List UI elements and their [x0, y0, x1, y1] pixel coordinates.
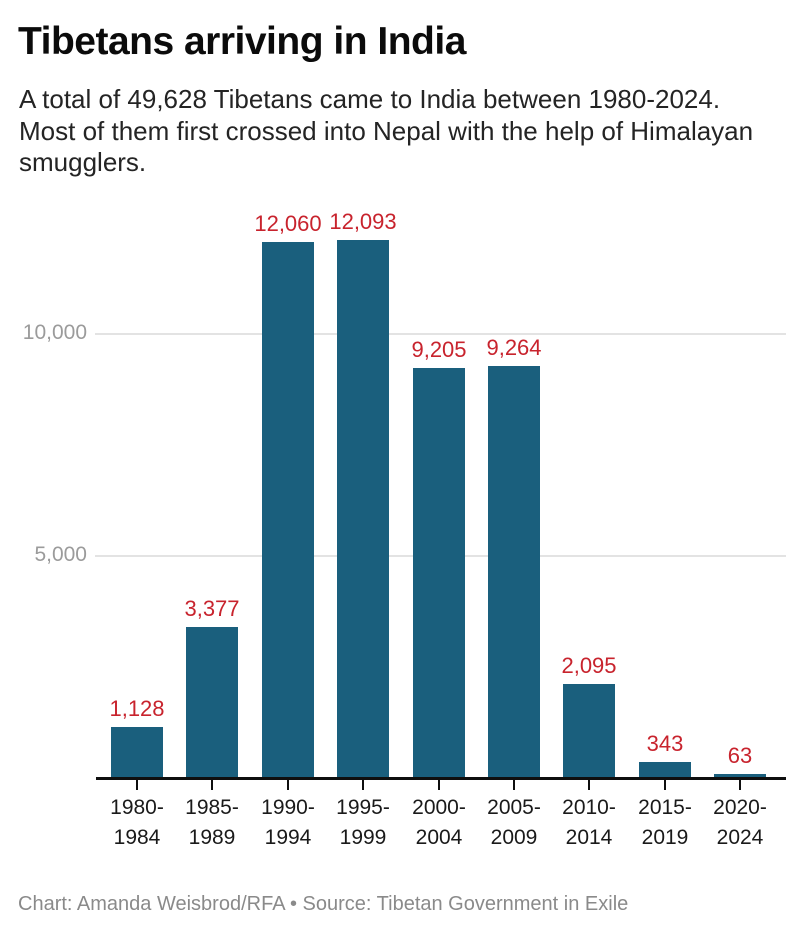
x-axis-line [96, 777, 786, 780]
x-axis-tick [287, 780, 289, 790]
x-axis-tick-label: 1985- 1989 [185, 796, 239, 849]
x-axis-tick-label: 2010- 2014 [562, 796, 616, 849]
x-axis-tick [513, 780, 515, 790]
x-axis-tick [664, 780, 666, 790]
x-axis-tick [438, 780, 440, 790]
bar [111, 727, 163, 777]
chart-subtitle: A total of 49,628 Tibetans came to India… [19, 84, 754, 177]
x-axis-tick-label: 1995- 1999 [336, 796, 390, 849]
bar-value-label: 2,095 [561, 653, 617, 678]
bar-value-label: 343 [646, 731, 684, 756]
x-axis-tick-label: 2005- 2009 [487, 796, 541, 849]
bar [186, 627, 238, 777]
x-axis-tick-label: 2000- 2004 [412, 796, 466, 849]
x-axis-tick-label: 2020- 2024 [713, 796, 767, 849]
bar-value-label: 63 [727, 743, 753, 768]
bar [714, 774, 766, 777]
bar-chart: 5,000 10,000 1,128 1980- 1984 3,377 1985- 198… [0, 195, 800, 860]
x-axis-tick-label: 2015- 2019 [638, 796, 692, 849]
bar-value-label: 9,205 [411, 337, 467, 362]
bar-value-label: 3,377 [184, 596, 240, 621]
bar [413, 368, 465, 777]
y-axis-tick-label: 5,000 [34, 543, 87, 566]
chart-title: Tibetans arriving in India [18, 20, 466, 63]
x-axis-tick [362, 780, 364, 790]
bar-value-label: 12,093 [329, 209, 397, 234]
bar-value-label: 1,128 [109, 696, 165, 721]
bar-value-label: 9,264 [486, 335, 542, 360]
bar [337, 240, 389, 777]
x-axis-tick-label: 1990- 1994 [261, 796, 315, 849]
bar [639, 762, 691, 777]
x-axis-tick-label: 1980- 1984 [110, 796, 164, 849]
x-axis-tick [136, 780, 138, 790]
bar-value-label: 12,060 [254, 211, 322, 236]
credit-line: Chart: Amanda Weisbrod/RFA • Source: Tib… [18, 893, 629, 915]
bar [563, 684, 615, 777]
x-axis-tick [211, 780, 213, 790]
x-axis-tick [588, 780, 590, 790]
bar [488, 366, 540, 777]
gridline [95, 333, 786, 335]
bar [262, 242, 314, 777]
y-axis-tick-label: 10,000 [22, 321, 87, 344]
x-axis-tick [739, 780, 741, 790]
